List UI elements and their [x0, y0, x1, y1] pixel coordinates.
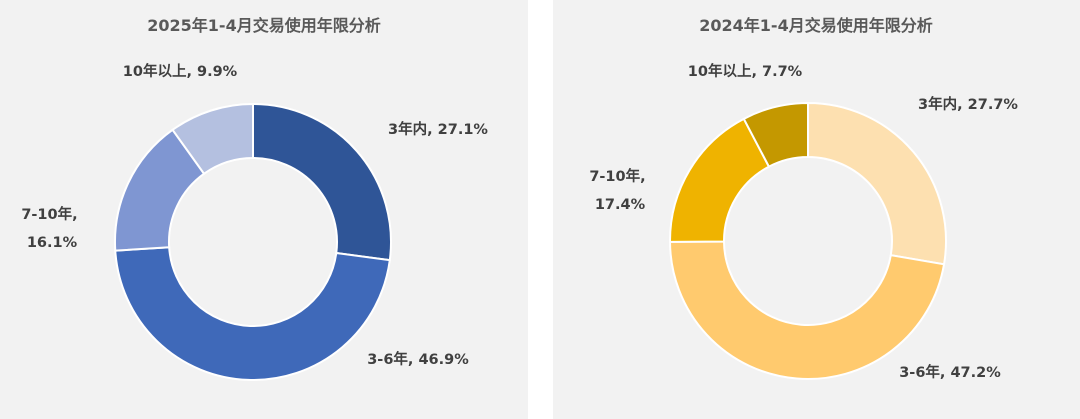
label-line: 16.1% [27, 235, 78, 251]
label-line: 7-10年, [21, 205, 82, 223]
donut-segment [807, 101, 947, 266]
donut-segment [114, 246, 391, 381]
donut-segment [668, 240, 946, 380]
data-label: 10年以上, 9.9% [123, 62, 238, 80]
donut-segment [252, 102, 392, 262]
donut-segment [742, 101, 809, 168]
data-label: 3-6年, 47.2% [899, 363, 1001, 381]
data-label: 3年内, 27.7% [918, 95, 1018, 113]
chart-title: 2024年1-4月交易使用年限分析 [699, 16, 932, 35]
data-label: 10年以上, 7.7% [688, 62, 803, 80]
label-line: 17.4% [595, 197, 646, 213]
data-label: 3-6年, 46.9% [367, 350, 469, 368]
label-line: 7-10年, [589, 167, 650, 185]
donut-segment [171, 102, 254, 176]
data-label: 7-10年, 17.4% [589, 167, 650, 213]
chart-title: 2025年1-4月交易使用年限分析 [147, 16, 380, 35]
data-label: 3年内, 27.1% [388, 120, 488, 138]
data-label: 7-10年, 16.1% [21, 205, 82, 251]
